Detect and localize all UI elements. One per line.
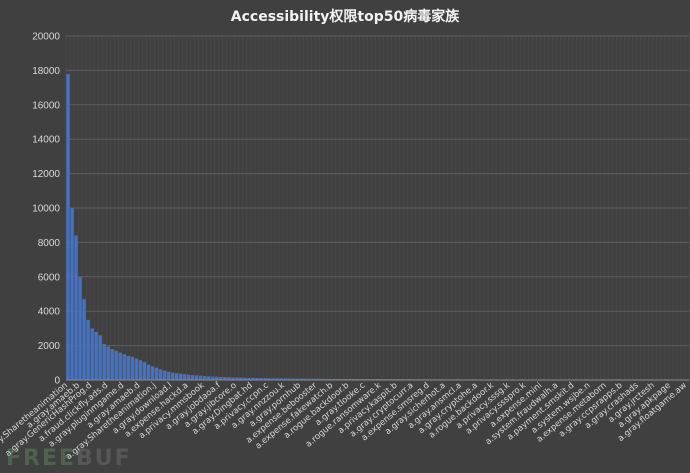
bar <box>74 235 78 380</box>
bar <box>82 299 86 380</box>
bar <box>311 378 315 380</box>
bar <box>327 378 331 380</box>
y-tick-label: 6000 <box>38 272 61 283</box>
watermark-prefix: FREE <box>6 446 77 471</box>
x-tick-labels: a.gray.Sharetheanimationa.gray.amaeb.ba.… <box>0 380 689 462</box>
bar <box>255 378 259 380</box>
bar <box>150 366 155 380</box>
bar <box>190 375 195 380</box>
bar <box>198 375 203 380</box>
bar <box>243 377 247 380</box>
bar <box>263 378 267 380</box>
bar <box>182 374 187 380</box>
bar <box>235 377 239 380</box>
bar <box>102 343 106 380</box>
bar <box>170 372 175 380</box>
bar <box>231 377 235 380</box>
bar <box>227 377 231 380</box>
bar <box>110 349 114 380</box>
y-tick-labels: 0 2000 4000 6000 8000 10000 12000 14000 16000 180… <box>32 32 60 387</box>
bar <box>283 378 287 380</box>
bar <box>307 378 311 380</box>
bar <box>202 376 207 380</box>
bar <box>259 378 263 380</box>
bar <box>323 378 327 380</box>
bar <box>126 355 130 380</box>
bar <box>271 378 275 380</box>
gridlines <box>65 35 690 381</box>
bar <box>343 378 348 380</box>
bar <box>315 378 319 380</box>
bar <box>287 378 291 380</box>
bar <box>94 331 98 380</box>
bar <box>106 346 110 380</box>
bar <box>267 378 271 380</box>
bar <box>142 361 147 380</box>
bar <box>122 354 126 380</box>
y-tick-label: 0 <box>54 376 60 387</box>
y-tick-label: 2000 <box>38 341 61 352</box>
y-tick-label: 10000 <box>32 204 60 215</box>
bar <box>70 208 74 380</box>
y-tick-label: 14000 <box>32 135 60 146</box>
watermark-suffix: BUF <box>76 446 132 471</box>
bar <box>174 373 179 380</box>
bar <box>295 378 299 380</box>
bar <box>146 364 151 380</box>
bar <box>351 378 356 380</box>
bar <box>162 370 167 380</box>
y-tick-label: 4000 <box>38 307 61 318</box>
watermark-logo: FREEBUF <box>6 446 132 471</box>
bar <box>158 369 163 380</box>
bar <box>215 376 219 380</box>
bar <box>98 335 102 380</box>
bar <box>299 378 303 380</box>
bars <box>66 73 689 381</box>
bar <box>319 378 323 380</box>
bar <box>118 352 122 380</box>
bar <box>355 378 360 380</box>
bar <box>86 319 90 380</box>
bar <box>251 377 255 380</box>
bar <box>206 376 211 380</box>
bar <box>178 373 183 380</box>
bar <box>166 371 171 380</box>
bar <box>186 374 191 380</box>
bar <box>90 328 94 380</box>
bar <box>239 377 243 380</box>
bar <box>303 378 307 380</box>
bar <box>219 376 223 380</box>
y-tick-label: 16000 <box>32 100 60 111</box>
bar <box>279 378 283 380</box>
y-tick-label: 18000 <box>32 66 60 77</box>
bar <box>331 378 335 380</box>
bar <box>154 367 159 380</box>
y-tick-label: 8000 <box>38 238 61 249</box>
chart-title: Accessibility权限top50病毒家族 <box>230 9 460 25</box>
bar <box>339 378 344 380</box>
bar <box>247 377 251 380</box>
bar <box>66 73 70 380</box>
bar <box>211 376 215 380</box>
bar <box>335 378 339 380</box>
bar <box>78 276 82 380</box>
bar <box>291 378 295 380</box>
bar <box>347 378 352 380</box>
bar <box>223 377 227 380</box>
bar <box>275 378 279 380</box>
bar <box>130 356 135 380</box>
bar <box>134 358 139 380</box>
bar <box>138 360 143 380</box>
bar <box>114 350 118 380</box>
y-tick-label: 12000 <box>32 169 60 180</box>
y-tick-label: 20000 <box>32 32 60 43</box>
bar <box>194 375 199 380</box>
